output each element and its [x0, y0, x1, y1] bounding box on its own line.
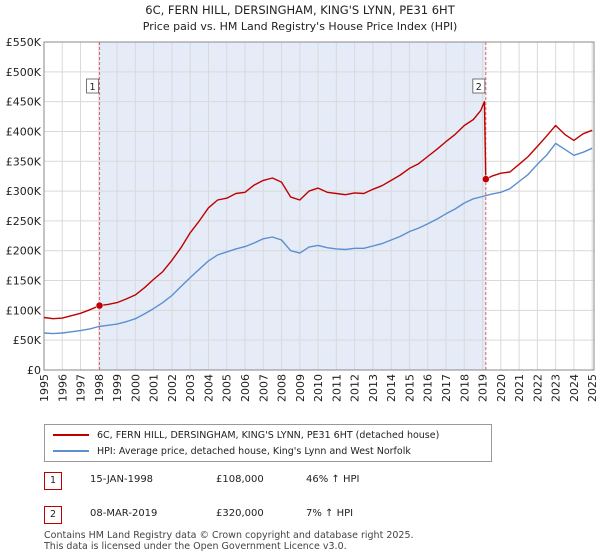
- x-tick-label: 2021: [513, 374, 526, 402]
- y-tick-label: £100K: [6, 304, 42, 317]
- y-tick-label: £550K: [6, 36, 42, 49]
- series-line-property: [43, 100, 593, 320]
- x-tick-label: 2006: [239, 374, 252, 402]
- x-tick-label: 2025: [586, 374, 599, 402]
- legend: 6C, FERN HILL, DERSINGHAM, KING'S LYNN, …: [44, 424, 492, 462]
- y-tick-label: £250K: [6, 215, 42, 228]
- sale-row: 1 15-JAN-1998 £108,000 46% ↑ HPI: [44, 472, 464, 492]
- legend-swatch-hpi: [53, 450, 89, 452]
- x-tick-label: 2007: [257, 374, 270, 402]
- sale-row: 2 08-MAR-2019 £320,000 7% ↑ HPI: [44, 506, 464, 526]
- sale-date: 08-MAR-2019: [90, 508, 158, 519]
- chart-title: 6C, FERN HILL, DERSINGHAM, KING'S LYNN, …: [145, 3, 455, 17]
- x-tick-label: 2005: [221, 374, 234, 402]
- sale-point: [95, 301, 104, 310]
- sale-price: £108,000: [216, 474, 264, 485]
- plot-border: [43, 41, 595, 371]
- y-tick-label: £50K: [13, 334, 42, 347]
- sale-hpi-change: 7% ↑ HPI: [306, 508, 354, 519]
- legend-swatch-property: [53, 434, 89, 436]
- sale-date: 15-JAN-1998: [90, 474, 154, 485]
- y-tick-label: £400K: [6, 125, 42, 138]
- legend-label-property: 6C, FERN HILL, DERSINGHAM, KING'S LYNN, …: [97, 429, 440, 441]
- y-tick-label: £200K: [6, 245, 42, 258]
- price-chart: 6C, FERN HILL, DERSINGHAM, KING'S LYNN, …: [6, 3, 599, 402]
- x-tick-label: 2009: [294, 374, 307, 402]
- sale-number-badge: 1: [44, 472, 62, 490]
- x-tick-label: 2024: [568, 374, 581, 402]
- sale-marker-label: 2: [476, 82, 482, 93]
- chart-subtitle: Price paid vs. HM Land Registry's House …: [143, 20, 458, 33]
- x-tick-label: 2022: [531, 374, 544, 402]
- footer-copyright: Contains HM Land Registry data © Crown c…: [44, 530, 414, 541]
- sale-number-badge: 2: [44, 506, 62, 524]
- x-tick-label: 2011: [330, 374, 343, 402]
- legend-label-hpi: HPI: Average price, detached house, King…: [97, 445, 411, 457]
- x-tick-label: 2018: [458, 374, 471, 402]
- y-tick-label: £300K: [6, 185, 42, 198]
- y-tick-label: £150K: [6, 275, 42, 288]
- y-tick-label: £500K: [6, 66, 42, 79]
- shaded-period: [99, 42, 486, 370]
- x-tick-label: 2012: [349, 374, 362, 402]
- series-line-hpi: [43, 142, 593, 335]
- footer-licence: This data is licensed under the Open Gov…: [44, 541, 347, 552]
- sale-marker-badge: [472, 78, 486, 94]
- x-tick-label: 1995: [38, 374, 51, 402]
- sale-hpi-change: 46% ↑ HPI: [306, 474, 360, 485]
- y-tick-label: £0: [27, 364, 41, 377]
- x-tick-label: 1996: [56, 374, 69, 402]
- x-tick-label: 2017: [440, 374, 453, 402]
- y-tick-label: £450K: [6, 96, 42, 109]
- footer: Contains HM Land Registry data © Crown c…: [44, 530, 584, 552]
- x-tick-label: 1997: [75, 374, 88, 402]
- x-tick-label: 2000: [129, 374, 142, 402]
- x-tick-label: 2013: [367, 374, 380, 402]
- x-tick-label: 2019: [477, 374, 490, 402]
- sale-point: [482, 175, 490, 183]
- x-tick-label: 2020: [495, 374, 508, 402]
- x-tick-label: 2003: [184, 374, 197, 402]
- x-tick-label: 1998: [93, 374, 106, 402]
- x-tick-label: 1999: [111, 374, 124, 402]
- sale-marker-badge: [86, 78, 99, 94]
- x-tick-label: 2001: [148, 374, 161, 402]
- legend-item-hpi: HPI: Average price, detached house, King…: [53, 443, 411, 459]
- x-tick-label: 2015: [403, 374, 416, 402]
- sale-marker-label: 1: [90, 82, 96, 93]
- x-tick-label: 2010: [312, 374, 325, 402]
- legend-item-property: 6C, FERN HILL, DERSINGHAM, KING'S LYNN, …: [53, 427, 439, 443]
- x-tick-label: 2023: [550, 374, 563, 402]
- x-tick-label: 2004: [202, 374, 215, 402]
- x-tick-label: 2016: [422, 374, 435, 402]
- x-tick-label: 2008: [276, 374, 289, 402]
- sale-price: £320,000: [216, 508, 264, 519]
- x-tick-label: 2014: [385, 374, 398, 402]
- x-tick-label: 2002: [166, 374, 179, 402]
- y-tick-label: £350K: [6, 155, 42, 168]
